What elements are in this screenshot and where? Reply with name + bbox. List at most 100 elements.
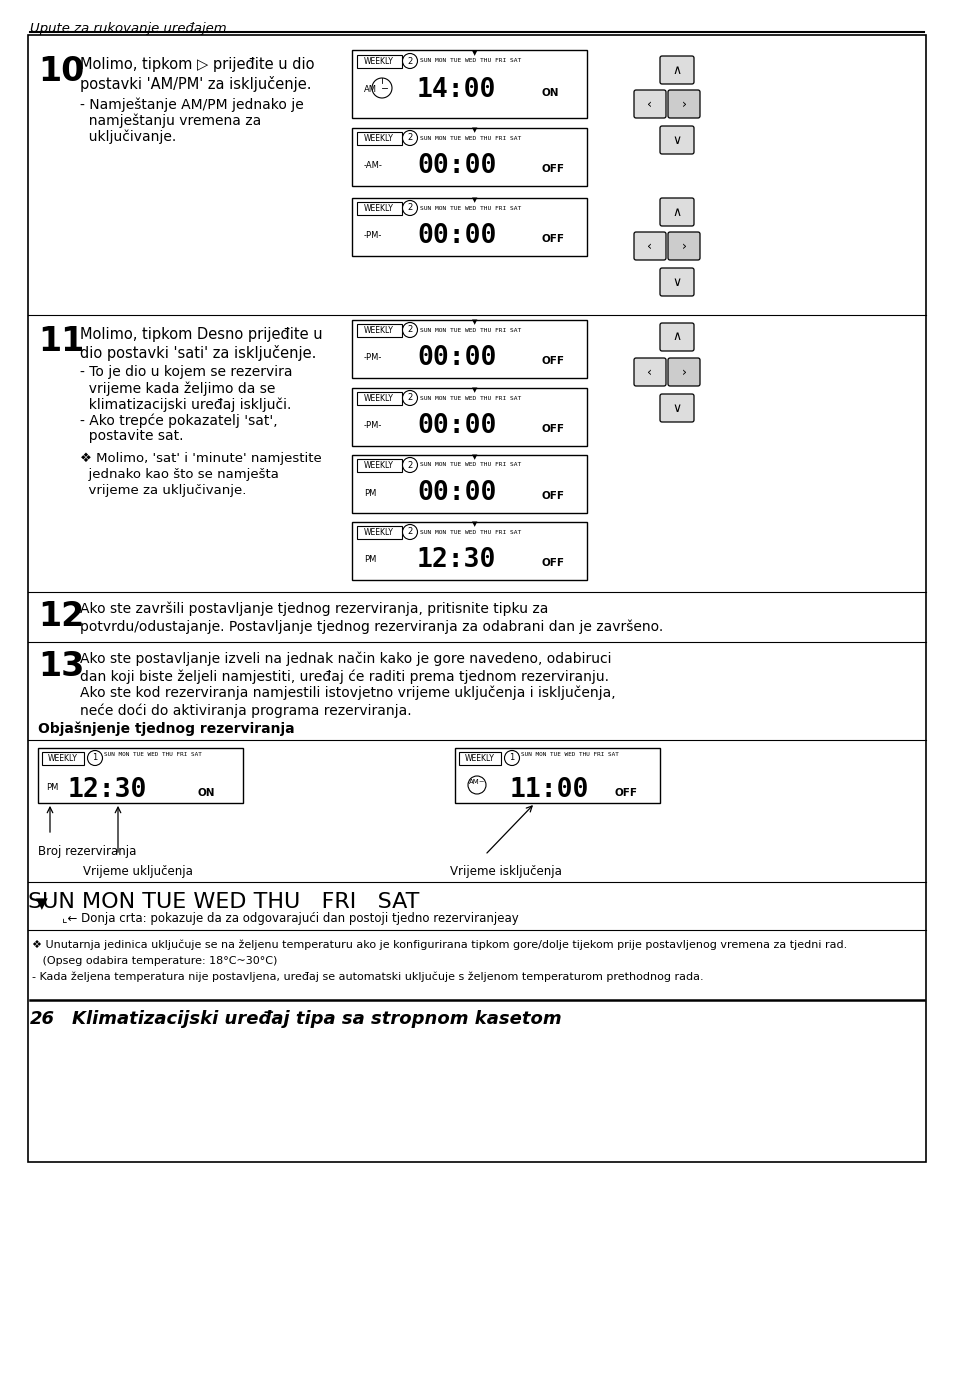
Text: Upute za rukovanje uređajem: Upute za rukovanje uređajem	[30, 22, 227, 35]
Text: 00:00: 00:00	[416, 413, 496, 440]
Bar	[352, 321, 586, 378]
Circle shape	[402, 130, 417, 146]
Circle shape	[402, 458, 417, 473]
Text: potvrdu/odustajanje. Postavljanje tjednog rezerviranja za odabrani dan je završe: potvrdu/odustajanje. Postavljanje tjedno…	[80, 619, 662, 633]
Text: PM: PM	[46, 783, 58, 791]
Text: - Ako trepće pokazatelj 'sat',: - Ako trepće pokazatelj 'sat',	[80, 413, 277, 427]
Text: ❖ Molimo, 'sat' i 'minute' namjestite: ❖ Molimo, 'sat' i 'minute' namjestite	[80, 452, 321, 465]
Text: ∨: ∨	[672, 276, 680, 288]
Text: vrijeme za uključivanje.: vrijeme za uključivanje.	[80, 484, 246, 497]
Text: WEEKLY: WEEKLY	[364, 204, 394, 213]
Text: SUN MON TUE WED THU FRI SAT: SUN MON TUE WED THU FRI SAT	[419, 395, 520, 400]
Bar	[455, 748, 659, 804]
Text: ∧: ∧	[672, 206, 680, 218]
Text: WEEKLY: WEEKLY	[48, 755, 78, 763]
Text: WEEKLY: WEEKLY	[364, 326, 394, 335]
Text: -AM-: -AM-	[364, 161, 382, 171]
Text: 13: 13	[38, 650, 84, 683]
Circle shape	[372, 78, 392, 98]
Text: SUN MON TUE WED THU FRI SAT: SUN MON TUE WED THU FRI SAT	[419, 136, 520, 140]
Text: Ako ste postavljanje izveli na jednak način kako je gore navedeno, odabiruci: Ako ste postavljanje izveli na jednak na…	[80, 652, 611, 666]
Text: ›: ›	[680, 365, 686, 378]
Text: PM: PM	[364, 489, 376, 497]
FancyBboxPatch shape	[659, 197, 693, 225]
FancyBboxPatch shape	[634, 232, 665, 260]
Bar	[42, 752, 84, 764]
Text: -PM-: -PM-	[364, 421, 382, 431]
FancyBboxPatch shape	[667, 232, 700, 260]
FancyBboxPatch shape	[634, 358, 665, 386]
Text: OFF: OFF	[615, 788, 638, 798]
Text: 12: 12	[38, 601, 84, 633]
Text: ▼: ▼	[472, 454, 477, 461]
Bar	[352, 388, 586, 447]
Circle shape	[402, 391, 417, 406]
Text: WEEKLY: WEEKLY	[364, 528, 394, 538]
Bar	[356, 459, 401, 472]
Circle shape	[88, 750, 102, 766]
Text: Vrijeme uključenja: Vrijeme uključenja	[83, 865, 193, 878]
Text: ∧: ∧	[672, 63, 680, 77]
Text: 12:30: 12:30	[416, 547, 496, 573]
Text: uključivanje.: uključivanje.	[80, 130, 176, 144]
Text: OFF: OFF	[541, 491, 564, 501]
Text: Molimo, tipkom Desno prijeđite u: Molimo, tipkom Desno prijeđite u	[80, 328, 322, 342]
Text: vrijeme kada željimo da se: vrijeme kada željimo da se	[80, 381, 275, 395]
Text: AM: AM	[364, 85, 376, 95]
Bar	[356, 392, 401, 405]
Text: ▼: ▼	[36, 896, 48, 911]
Text: 00:00: 00:00	[416, 223, 496, 249]
Text: 11: 11	[38, 325, 84, 358]
Bar	[356, 55, 401, 69]
Bar	[28, 35, 925, 1162]
FancyBboxPatch shape	[634, 90, 665, 118]
Text: 2: 2	[407, 133, 413, 143]
Text: 00:00: 00:00	[416, 480, 496, 505]
Text: OFF: OFF	[541, 234, 564, 244]
Text: ON: ON	[198, 788, 215, 798]
Text: 1: 1	[92, 753, 97, 763]
Text: PM: PM	[364, 556, 376, 564]
Text: 2: 2	[407, 393, 413, 403]
Text: 2: 2	[407, 56, 413, 66]
Text: - To je dio u kojem se rezervira: - To je dio u kojem se rezervira	[80, 365, 293, 379]
Text: OFF: OFF	[541, 424, 564, 434]
Circle shape	[402, 322, 417, 337]
Circle shape	[468, 776, 485, 794]
Bar	[356, 323, 401, 337]
Text: 10: 10	[38, 55, 84, 88]
Bar	[356, 132, 401, 146]
Text: 1: 1	[509, 753, 514, 763]
FancyBboxPatch shape	[659, 56, 693, 84]
Text: ▼: ▼	[472, 197, 477, 203]
Text: ▼: ▼	[472, 127, 477, 133]
Bar	[356, 202, 401, 216]
Text: ▼: ▼	[472, 386, 477, 393]
FancyBboxPatch shape	[659, 323, 693, 351]
Bar	[458, 752, 500, 764]
Text: SUN MON TUE WED THU FRI SAT: SUN MON TUE WED THU FRI SAT	[419, 328, 520, 333]
Bar	[352, 197, 586, 256]
Text: ∨: ∨	[672, 133, 680, 147]
Text: Vrijeme isključenja: Vrijeme isključenja	[450, 865, 561, 878]
Text: Ako ste završili postavljanje tjednog rezerviranja, pritisnite tipku za: Ako ste završili postavljanje tjednog re…	[80, 602, 548, 616]
Bar	[352, 127, 586, 186]
Text: WEEKLY: WEEKLY	[364, 393, 394, 403]
Text: 26: 26	[30, 1009, 55, 1028]
Text: neće doći do aktiviranja programa rezerviranja.: neće doći do aktiviranja programa rezerv…	[80, 703, 411, 717]
Text: 2: 2	[407, 528, 413, 536]
FancyBboxPatch shape	[667, 90, 700, 118]
FancyBboxPatch shape	[659, 126, 693, 154]
FancyBboxPatch shape	[659, 267, 693, 295]
Text: 00:00: 00:00	[416, 344, 496, 371]
Text: -PM-: -PM-	[364, 231, 382, 241]
Circle shape	[504, 750, 519, 766]
Text: WEEKLY: WEEKLY	[364, 134, 394, 143]
Text: ›: ›	[680, 98, 686, 111]
Bar	[352, 50, 586, 118]
Text: ‹: ‹	[647, 98, 652, 111]
Text: WEEKLY: WEEKLY	[364, 57, 394, 66]
Bar	[352, 522, 586, 580]
Text: - Namještanje AM/PM jednako je: - Namještanje AM/PM jednako je	[80, 98, 303, 112]
Text: 00:00: 00:00	[416, 153, 496, 179]
